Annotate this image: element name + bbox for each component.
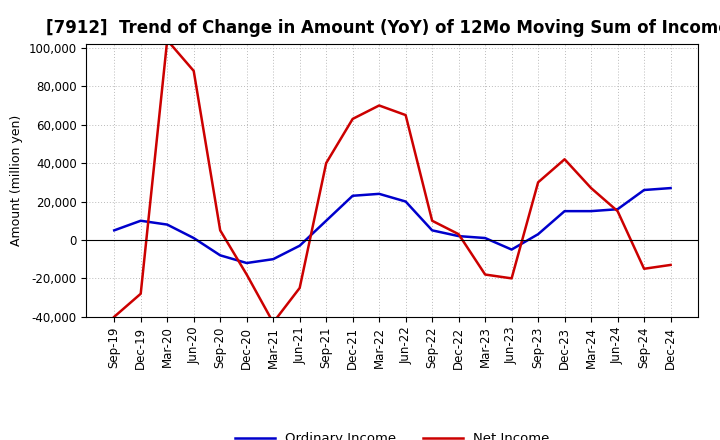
Ordinary Income — [481, 235, 490, 241]
Net Income — [534, 180, 542, 185]
Ordinary Income — [534, 231, 542, 237]
Net Income — [216, 228, 225, 233]
Net Income — [136, 291, 145, 297]
Ordinary Income — [613, 206, 622, 212]
Ordinary Income — [508, 247, 516, 252]
Net Income — [454, 231, 463, 237]
Net Income — [189, 68, 198, 73]
Y-axis label: Amount (million yen): Amount (million yen) — [10, 115, 23, 246]
Legend: Ordinary Income, Net Income: Ordinary Income, Net Income — [230, 427, 555, 440]
Ordinary Income — [110, 228, 119, 233]
Ordinary Income — [216, 253, 225, 258]
Ordinary Income — [666, 185, 675, 191]
Ordinary Income — [322, 218, 330, 224]
Ordinary Income — [375, 191, 384, 197]
Ordinary Income — [401, 199, 410, 204]
Net Income — [560, 157, 569, 162]
Net Income — [481, 272, 490, 277]
Net Income — [163, 37, 171, 43]
Ordinary Income — [560, 209, 569, 214]
Ordinary Income — [295, 243, 304, 248]
Ordinary Income — [243, 260, 251, 266]
Net Income — [375, 103, 384, 108]
Net Income — [587, 185, 595, 191]
Net Income — [666, 262, 675, 268]
Net Income — [269, 320, 277, 325]
Ordinary Income — [269, 257, 277, 262]
Ordinary Income — [640, 187, 649, 193]
Ordinary Income — [163, 222, 171, 227]
Ordinary Income — [348, 193, 357, 198]
Net Income — [613, 209, 622, 214]
Ordinary Income — [189, 235, 198, 241]
Ordinary Income — [587, 209, 595, 214]
Line: Ordinary Income: Ordinary Income — [114, 188, 670, 263]
Net Income — [428, 218, 436, 224]
Net Income — [322, 161, 330, 166]
Net Income — [243, 272, 251, 277]
Net Income — [401, 113, 410, 118]
Net Income — [640, 266, 649, 271]
Net Income — [348, 116, 357, 121]
Ordinary Income — [428, 228, 436, 233]
Net Income — [508, 276, 516, 281]
Net Income — [110, 314, 119, 319]
Ordinary Income — [136, 218, 145, 224]
Line: Net Income: Net Income — [114, 40, 670, 323]
Net Income — [295, 286, 304, 291]
Ordinary Income — [454, 234, 463, 239]
Title: [7912]  Trend of Change in Amount (YoY) of 12Mo Moving Sum of Incomes: [7912] Trend of Change in Amount (YoY) o… — [45, 19, 720, 37]
